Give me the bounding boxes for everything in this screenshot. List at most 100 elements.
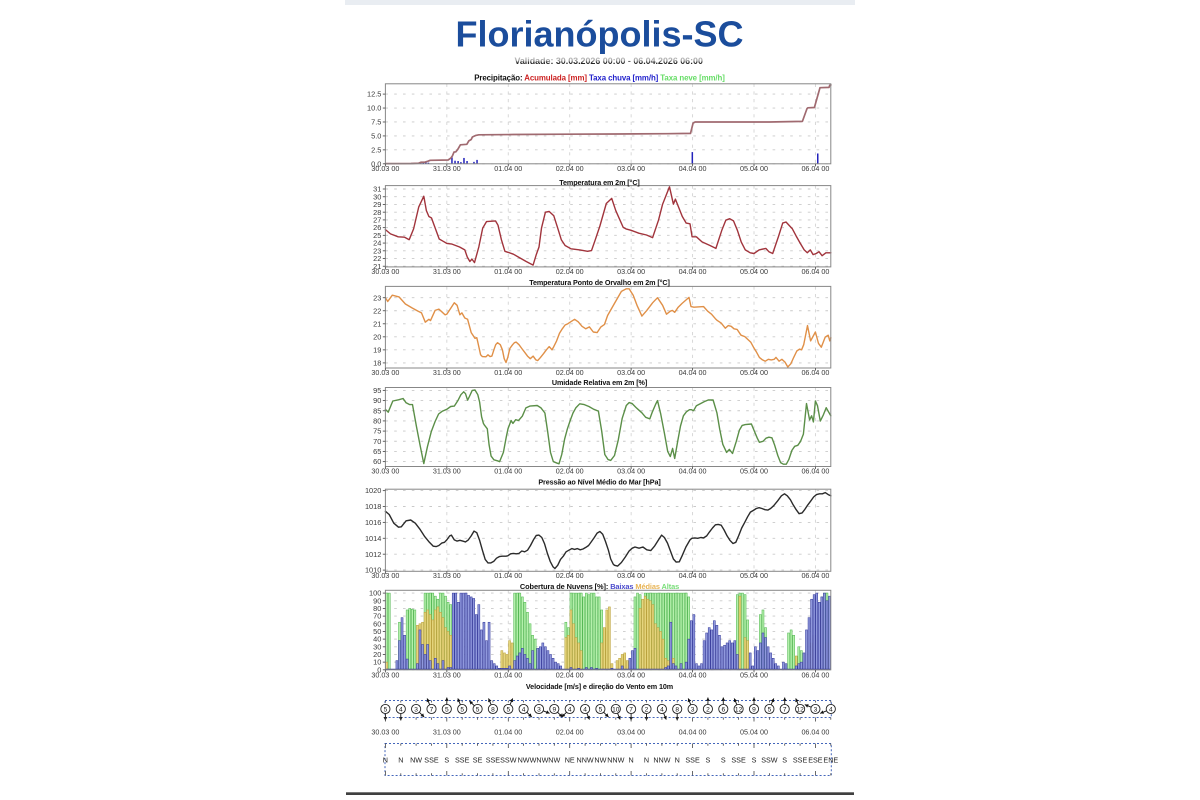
- svg-text:01.04 00: 01.04 00: [494, 571, 522, 580]
- svg-text:22: 22: [373, 306, 381, 315]
- svg-text:0: 0: [377, 665, 381, 674]
- svg-text:SSE: SSE: [685, 755, 700, 764]
- svg-text:N: N: [383, 755, 388, 764]
- svg-text:30.03 00: 30.03 00: [371, 571, 399, 580]
- svg-text:30: 30: [373, 642, 381, 651]
- svg-text:03.04 00: 03.04 00: [617, 571, 645, 580]
- svg-text:2: 2: [706, 706, 710, 713]
- svg-text:31.03 00: 31.03 00: [433, 728, 461, 737]
- svg-text:8: 8: [675, 706, 679, 713]
- svg-text:Pressão ao Nível Médio do Mar: Pressão ao Nível Médio do Mar [hPa]: [538, 478, 660, 487]
- svg-text:5: 5: [599, 706, 603, 713]
- svg-text:ENE: ENE: [823, 755, 838, 764]
- svg-text:06.04 00: 06.04 00: [801, 467, 829, 476]
- svg-text:02.04 00: 02.04 00: [556, 467, 584, 476]
- svg-text:31.03 00: 31.03 00: [433, 671, 461, 680]
- svg-text:4: 4: [399, 706, 403, 713]
- svg-text:5: 5: [384, 706, 388, 713]
- svg-text:S: S: [706, 755, 711, 764]
- svg-text:3: 3: [814, 706, 818, 713]
- svg-text:03.04 00: 03.04 00: [617, 368, 645, 377]
- svg-text:31.03 00: 31.03 00: [433, 467, 461, 476]
- svg-text:03.04 00: 03.04 00: [617, 467, 645, 476]
- svg-text:03.04 00: 03.04 00: [617, 728, 645, 737]
- svg-text:28: 28: [373, 208, 381, 217]
- svg-text:31.03 00: 31.03 00: [433, 571, 461, 580]
- svg-text:SSE: SSE: [424, 755, 439, 764]
- svg-text:S: S: [782, 755, 787, 764]
- svg-text:31.03 00: 31.03 00: [433, 368, 461, 377]
- svg-text:Florianópolis-SC: Florianópolis-SC: [456, 14, 744, 55]
- svg-text:NE: NE: [565, 755, 575, 764]
- svg-text:N: N: [398, 755, 403, 764]
- svg-text:40: 40: [373, 635, 381, 644]
- svg-text:04.04 00: 04.04 00: [679, 671, 707, 680]
- svg-text:ESE: ESE: [808, 755, 823, 764]
- svg-text:Temperatura em 2m [°C]: Temperatura em 2m [°C]: [559, 178, 639, 187]
- svg-text:1018: 1018: [365, 502, 381, 511]
- svg-text:21: 21: [373, 319, 381, 328]
- svg-text:30.03 00: 30.03 00: [371, 728, 399, 737]
- svg-text:NW: NW: [594, 755, 606, 764]
- svg-text:26: 26: [373, 223, 381, 232]
- svg-text:10: 10: [612, 706, 620, 713]
- svg-text:18: 18: [373, 359, 381, 368]
- svg-text:S: S: [721, 755, 726, 764]
- svg-text:30.03 00: 30.03 00: [371, 467, 399, 476]
- svg-text:06.04 00: 06.04 00: [801, 164, 829, 173]
- svg-text:80: 80: [373, 604, 381, 613]
- svg-text:20: 20: [373, 332, 381, 341]
- svg-text:27: 27: [373, 216, 381, 225]
- svg-text:12.5: 12.5: [367, 90, 381, 99]
- svg-text:04.04 00: 04.04 00: [679, 467, 707, 476]
- svg-text:NW: NW: [548, 755, 560, 764]
- svg-text:04.04 00: 04.04 00: [679, 267, 707, 276]
- svg-text:4: 4: [660, 706, 664, 713]
- svg-text:5: 5: [476, 706, 480, 713]
- svg-text:90: 90: [373, 396, 381, 405]
- svg-text:SSE: SSE: [793, 755, 808, 764]
- svg-text:SSE: SSE: [486, 755, 501, 764]
- svg-text:Temperatura Ponto de Orvalho e: Temperatura Ponto de Orvalho em 2m [°C]: [529, 278, 670, 287]
- svg-text:Umidade Relativa em 2m [%]: Umidade Relativa em 2m [%]: [552, 378, 647, 387]
- svg-text:23: 23: [373, 246, 381, 255]
- svg-text:90: 90: [373, 596, 381, 605]
- svg-text:1020: 1020: [365, 486, 381, 495]
- svg-text:4: 4: [829, 706, 833, 713]
- svg-text:03.04 00: 03.04 00: [617, 164, 645, 173]
- svg-text:SSE: SSE: [731, 755, 746, 764]
- svg-text:05.04 00: 05.04 00: [740, 571, 768, 580]
- svg-text:6: 6: [721, 706, 725, 713]
- svg-text:S: S: [752, 755, 757, 764]
- svg-text:65: 65: [373, 447, 381, 456]
- svg-text:3: 3: [414, 706, 418, 713]
- svg-text:24: 24: [373, 239, 381, 248]
- svg-text:02.04 00: 02.04 00: [556, 164, 584, 173]
- svg-text:95: 95: [373, 386, 381, 395]
- svg-text:04.04 00: 04.04 00: [679, 368, 707, 377]
- svg-text:10: 10: [373, 658, 381, 667]
- svg-text:01.04 00: 01.04 00: [494, 467, 522, 476]
- svg-text:12: 12: [796, 706, 804, 713]
- svg-text:05.04 00: 05.04 00: [740, 368, 768, 377]
- svg-text:30.03 00: 30.03 00: [371, 267, 399, 276]
- svg-text:5: 5: [460, 706, 464, 713]
- svg-text:04.04 00: 04.04 00: [679, 571, 707, 580]
- svg-text:1014: 1014: [365, 534, 381, 543]
- svg-text:3: 3: [691, 706, 695, 713]
- svg-text:03.04 00: 03.04 00: [617, 267, 645, 276]
- svg-text:25: 25: [373, 231, 381, 240]
- svg-text:01.04 00: 01.04 00: [494, 164, 522, 173]
- svg-text:03.04 00: 03.04 00: [617, 671, 645, 680]
- svg-text:SE: SE: [473, 755, 483, 764]
- svg-text:2.5: 2.5: [371, 145, 381, 154]
- svg-text:31.03 00: 31.03 00: [433, 164, 461, 173]
- svg-text:100: 100: [369, 589, 381, 598]
- svg-text:29: 29: [373, 200, 381, 209]
- svg-text:SSE: SSE: [455, 755, 470, 764]
- svg-text:1012: 1012: [365, 550, 381, 559]
- svg-text:7: 7: [629, 706, 633, 713]
- svg-text:30: 30: [373, 192, 381, 201]
- svg-text:Cobertura de Nuvens [%]: Baixa: Cobertura de Nuvens [%]: Baixas Médias A…: [520, 582, 679, 591]
- svg-text:2: 2: [645, 706, 649, 713]
